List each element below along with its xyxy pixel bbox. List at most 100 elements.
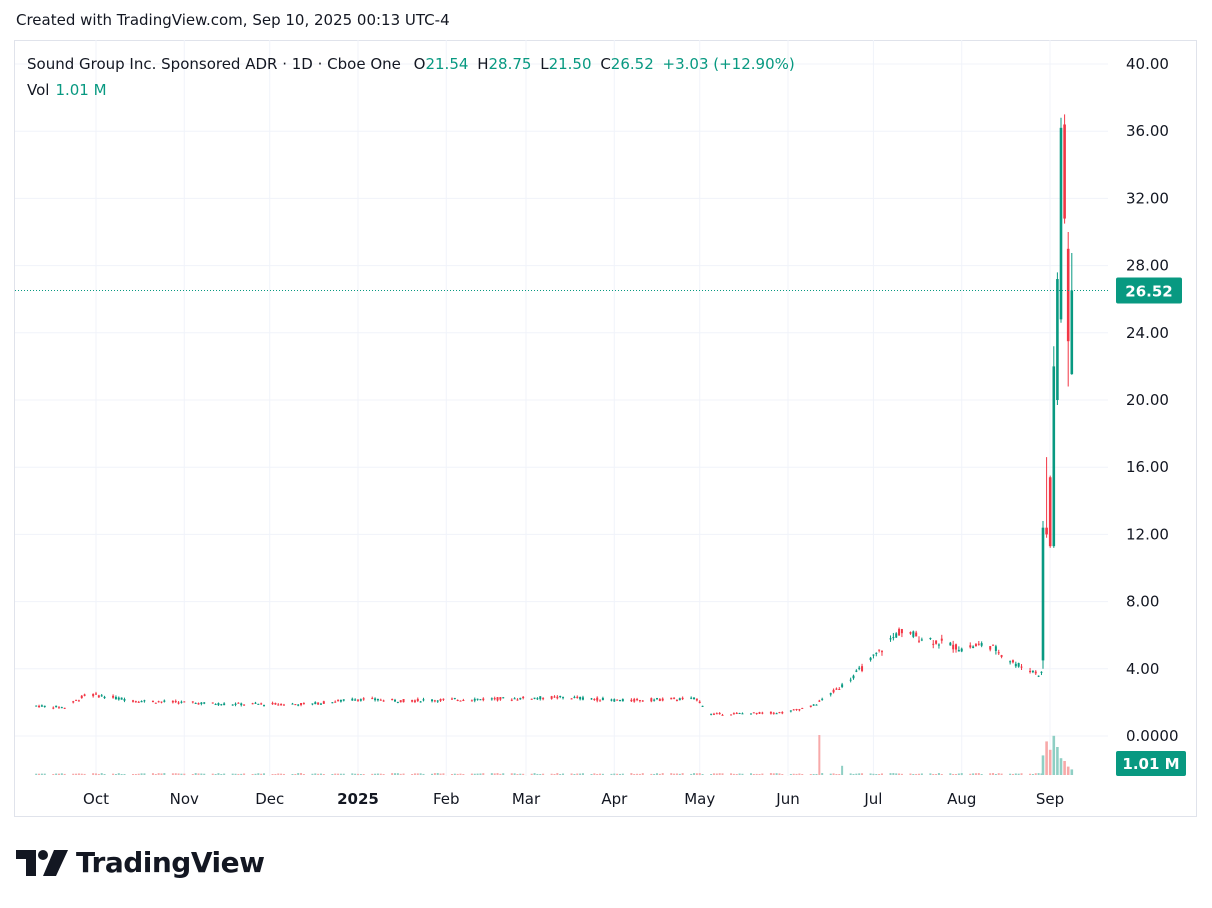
- y-tick-label: 12.00: [1126, 525, 1169, 543]
- volume-bar: [596, 773, 599, 775]
- volume-bar: [775, 773, 778, 775]
- volume-bar: [573, 774, 576, 775]
- volume-bar: [1048, 749, 1052, 775]
- volume-bar: [137, 773, 140, 775]
- candle-body: [1020, 666, 1023, 668]
- volume-bar: [798, 773, 801, 775]
- volume-bar: [718, 773, 721, 775]
- volume-bar: [450, 774, 453, 775]
- y-tick-label: 40.00: [1126, 55, 1169, 73]
- volume-bar: [519, 773, 522, 775]
- volume-bar: [123, 774, 126, 775]
- candle-body: [117, 697, 120, 700]
- candle-body: [596, 697, 599, 701]
- volume-bar: [929, 773, 932, 775]
- candle-body: [570, 698, 573, 700]
- volume-bar: [678, 773, 681, 775]
- candle-body: [795, 709, 798, 711]
- candle-body: [510, 699, 513, 701]
- candle-body: [915, 632, 918, 637]
- volume-bar: [342, 773, 345, 775]
- volume-bar: [376, 773, 379, 775]
- volume-bar: [439, 773, 442, 775]
- candle-body: [1041, 527, 1045, 661]
- candle-body: [701, 705, 704, 707]
- volume-bar: [858, 773, 861, 775]
- volume-bar: [781, 774, 784, 775]
- candle-body: [396, 701, 399, 703]
- volume-bar: [359, 774, 362, 775]
- candle-body: [698, 701, 701, 704]
- volume-bar: [52, 774, 55, 775]
- candle-body: [194, 702, 197, 704]
- volume-bar: [641, 773, 644, 775]
- volume-bar: [459, 773, 462, 775]
- tradingview-logo-icon: [16, 849, 68, 876]
- volume-bar: [237, 773, 240, 775]
- candle-body: [821, 698, 824, 700]
- legend-close-label: C: [600, 55, 611, 73]
- candle-body: [630, 699, 633, 702]
- volume-bar: [55, 773, 58, 775]
- tradingview-brand[interactable]: TradingView: [16, 846, 265, 879]
- volume-bar: [994, 774, 997, 775]
- candle-body: [909, 632, 912, 634]
- candle-body: [818, 700, 821, 702]
- candle-body: [137, 701, 140, 703]
- candle-body: [322, 701, 325, 704]
- volume-bar: [402, 773, 405, 775]
- candle-body: [55, 705, 58, 708]
- candle-body: [231, 704, 234, 706]
- volume-bar: [550, 773, 553, 775]
- volume-bar: [955, 774, 958, 775]
- volume-bar: [898, 773, 901, 775]
- volume-bar: [755, 773, 758, 775]
- volume-bar: [314, 773, 317, 775]
- ohlc-legend: Sound Group Inc. Sponsored ADR · 1D · Cb…: [27, 55, 795, 73]
- candle-body: [456, 699, 459, 701]
- candle-body: [223, 703, 226, 706]
- x-tick-label: Aug: [947, 790, 976, 808]
- candle-body: [291, 703, 294, 705]
- candle-body: [234, 703, 237, 705]
- volume-bar: [658, 773, 661, 775]
- candle-body: [1059, 127, 1063, 320]
- volume-bar: [302, 774, 305, 775]
- candle-body: [453, 698, 456, 700]
- y-tick-label: 32.00: [1126, 189, 1169, 207]
- volume-bar: [661, 773, 664, 775]
- candle-body: [553, 696, 556, 698]
- last-volume-value: 1.01 M: [1122, 755, 1179, 773]
- candle-body: [741, 713, 744, 715]
- volume-bar: [453, 773, 456, 775]
- volume-bar: [1017, 773, 1020, 775]
- volume-bar: [932, 774, 935, 775]
- candle-body: [670, 697, 673, 700]
- volume-bar: [940, 774, 943, 775]
- volume-bar: [935, 774, 938, 775]
- candle-body: [154, 702, 157, 704]
- volume-bar: [593, 773, 596, 775]
- candle-body: [337, 699, 340, 701]
- candle-body: [593, 698, 596, 700]
- volume-bar: [852, 773, 855, 775]
- last-volume-badge: 1.01 M: [1116, 751, 1186, 776]
- candle-body: [280, 703, 283, 706]
- candle-body: [459, 700, 462, 702]
- candle-body: [214, 704, 217, 706]
- candle-body: [849, 679, 852, 681]
- candle-body: [1034, 671, 1037, 674]
- candle-body: [889, 638, 892, 640]
- volume-bar: [151, 773, 154, 775]
- candle-body: [362, 698, 365, 700]
- volume-bar: [40, 773, 43, 775]
- volume-bar: [880, 773, 883, 775]
- volume-bar: [35, 773, 38, 775]
- volume-bar: [482, 773, 485, 775]
- volume-bar: [317, 773, 320, 775]
- volume-bar: [795, 773, 798, 775]
- volume-bar: [277, 773, 280, 775]
- volume-bar: [693, 773, 696, 775]
- volume-bar: [97, 773, 100, 775]
